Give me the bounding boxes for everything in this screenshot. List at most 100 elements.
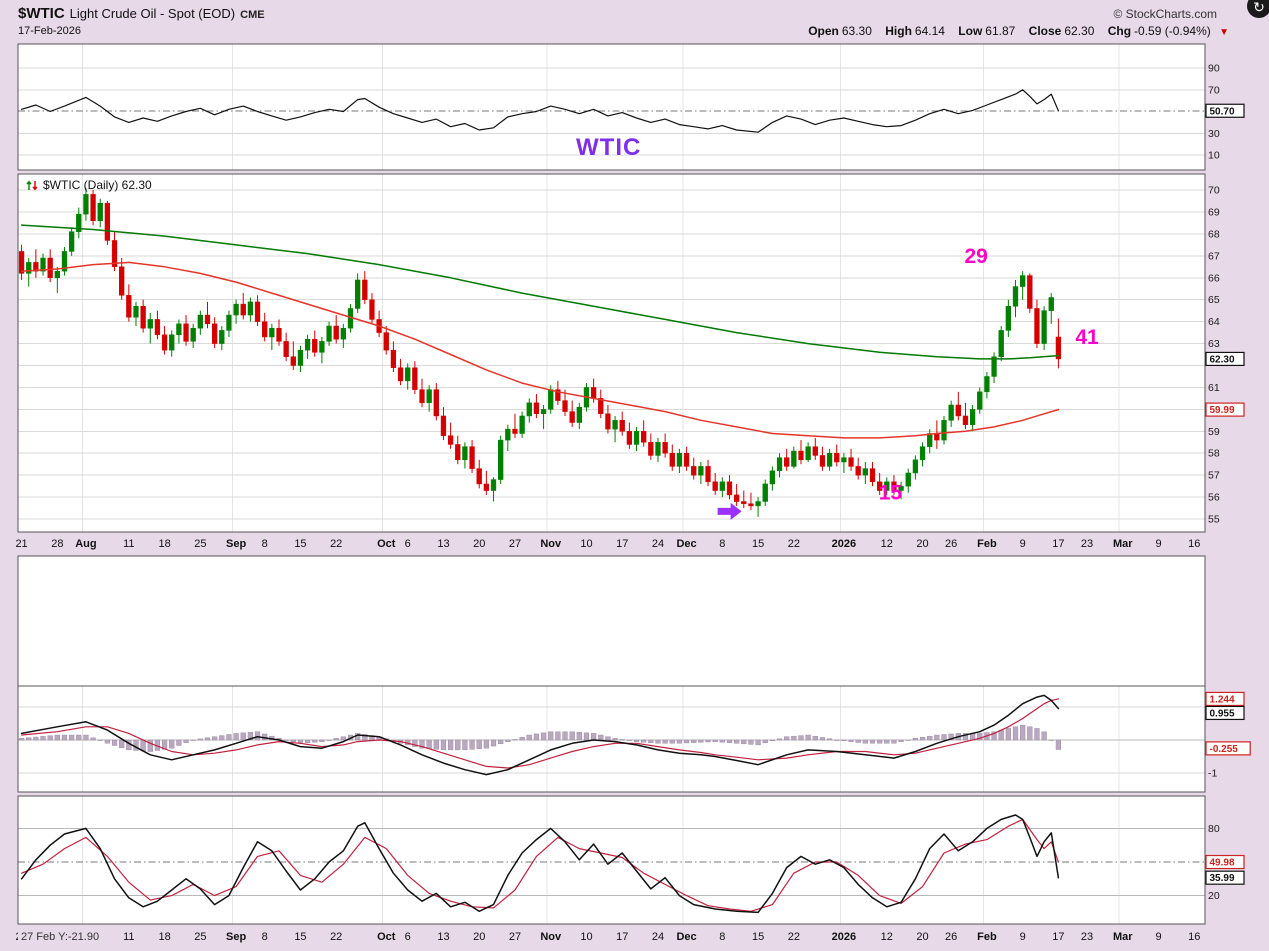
date-axis-lower: 2128Aug111825Sep81522Oct6132027Nov101724…: [15, 931, 1200, 943]
svg-text:20: 20: [473, 931, 485, 943]
svg-text:8: 8: [719, 931, 725, 943]
quote-close-label: Close: [1028, 24, 1062, 38]
svg-text:Mar: Mar: [1113, 931, 1133, 943]
svg-text:26: 26: [945, 538, 957, 550]
svg-text:29: 29: [965, 245, 988, 268]
svg-text:Sep: Sep: [226, 538, 246, 550]
date-axis-upper: 21 28 Aug 11 18 25 Sep 8 15 22 Oct 6 13 20 27 Nov 10 17 24…: [15, 538, 1200, 550]
svg-text:0.955: 0.955: [1210, 708, 1235, 719]
quote-chg-value: -0.59 (-0.94%): [1134, 24, 1211, 38]
svg-text:56: 56: [1208, 492, 1220, 504]
quote-high-label: High: [885, 24, 912, 38]
svg-text:20: 20: [473, 538, 485, 550]
copyright-text: © StockCharts.com: [1113, 7, 1217, 21]
svg-text:Feb: Feb: [977, 931, 997, 943]
svg-text:26: 26: [945, 931, 957, 943]
svg-text:61: 61: [1208, 382, 1220, 394]
svg-text:64: 64: [1208, 316, 1220, 328]
svg-text:9: 9: [1155, 931, 1161, 943]
svg-text:8: 8: [262, 931, 268, 943]
price-legend-label: $WTIC (Daily) 62.30: [43, 178, 152, 192]
svg-text:17: 17: [616, 538, 628, 550]
svg-text:12: 12: [881, 538, 893, 550]
svg-text:Nov: Nov: [540, 538, 562, 550]
svg-text:2026: 2026: [832, 931, 856, 943]
svg-text:24: 24: [652, 538, 664, 550]
svg-text:6: 6: [405, 538, 411, 550]
svg-text:28: 28: [51, 538, 63, 550]
svg-text:27: 27: [509, 931, 521, 943]
svg-text:57: 57: [1208, 470, 1220, 482]
quote-open-value: 63.30: [841, 24, 872, 38]
svg-text:9: 9: [1020, 931, 1026, 943]
chg-down-triangle-icon[interactable]: ▼: [1219, 27, 1229, 38]
svg-text:13: 13: [437, 538, 449, 550]
svg-text:90: 90: [1208, 63, 1220, 75]
svg-text:49.98: 49.98: [1210, 858, 1235, 869]
svg-text:Aug: Aug: [75, 538, 96, 550]
quote-chg-label: Chg: [1107, 24, 1132, 38]
svg-text:10: 10: [1208, 149, 1220, 161]
svg-text:Dec: Dec: [676, 931, 696, 943]
chart-title: $WTIC Light Crude Oil - Spot (EOD) CME: [18, 5, 265, 22]
svg-text:23: 23: [1081, 538, 1093, 550]
svg-text:16: 16: [1188, 538, 1200, 550]
svg-text:65: 65: [1208, 294, 1220, 306]
svg-text:-0.255: -0.255: [1210, 744, 1239, 755]
svg-text:Nov: Nov: [540, 931, 562, 943]
svg-text:15: 15: [752, 538, 764, 550]
macd-panel: -1 1.244 0.955 -0.255: [17, 685, 1251, 793]
exchange-label: CME: [240, 9, 265, 21]
svg-text:22: 22: [330, 931, 342, 943]
svg-text:20: 20: [916, 931, 928, 943]
svg-text:15: 15: [294, 538, 306, 550]
stockcharts-logo-icon[interactable]: ↻: [1247, 0, 1269, 18]
svg-text:59: 59: [1208, 426, 1220, 438]
svg-text:25: 25: [194, 931, 206, 943]
svg-text:17: 17: [1052, 931, 1064, 943]
panel-symbol-annotation: WTIC: [576, 134, 642, 161]
svg-text:Sep: Sep: [226, 931, 246, 943]
svg-text:70: 70: [1208, 185, 1220, 197]
svg-text:17: 17: [616, 931, 628, 943]
svg-text:69: 69: [1208, 206, 1220, 218]
svg-text:62.30: 62.30: [1210, 354, 1235, 365]
svg-text:22: 22: [330, 538, 342, 550]
quote-open-label: Open: [808, 24, 839, 38]
svg-text:30: 30: [1208, 128, 1220, 140]
crosshair-readout: 27 Feb Y:-21.90: [18, 929, 114, 946]
symbol-ticker: $WTIC: [18, 5, 65, 22]
svg-text:11: 11: [123, 538, 134, 550]
svg-text:Oct: Oct: [377, 538, 396, 550]
svg-text:55: 55: [1208, 514, 1220, 526]
chart-date: 17-Feb-2026: [18, 25, 81, 37]
svg-text:15: 15: [879, 482, 903, 505]
svg-text:18: 18: [158, 538, 170, 550]
svg-text:9: 9: [1155, 538, 1161, 550]
svg-text:6: 6: [405, 931, 411, 943]
svg-text:18: 18: [158, 931, 170, 943]
svg-text:70: 70: [1208, 84, 1220, 96]
oscillator-panel: 90 70 30 10 50.70: [17, 43, 1245, 171]
quote-low-label: Low: [958, 24, 983, 38]
svg-text:25: 25: [194, 538, 206, 550]
svg-text:10: 10: [580, 538, 592, 550]
svg-text:15: 15: [294, 931, 306, 943]
svg-text:80: 80: [1208, 823, 1220, 835]
svg-text:16: 16: [1188, 931, 1200, 943]
svg-text:-1: -1: [1208, 767, 1217, 779]
svg-text:11: 11: [123, 931, 134, 943]
svg-text:21: 21: [15, 538, 27, 550]
candlestick-legend-icon: [26, 179, 38, 191]
svg-text:12: 12: [881, 931, 893, 943]
svg-text:58: 58: [1208, 448, 1220, 460]
svg-text:Dec: Dec: [676, 538, 696, 550]
svg-text:24: 24: [652, 931, 664, 943]
svg-text:41: 41: [1075, 326, 1099, 349]
svg-text:22: 22: [788, 931, 800, 943]
quote-high-value: 64.14: [914, 24, 945, 38]
empty-indicator-panel: [17, 555, 1206, 687]
svg-text:20: 20: [916, 538, 928, 550]
